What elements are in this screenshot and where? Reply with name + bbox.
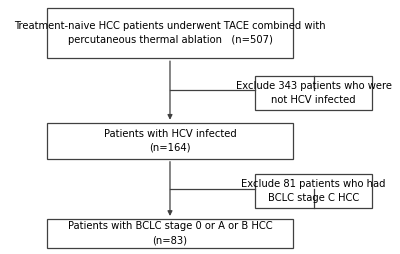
Text: Treatment-naive HCC patients underwent TACE combined with
percutaneous thermal a: Treatment-naive HCC patients underwent T… xyxy=(14,21,326,45)
Text: Exclude 343 patients who were
not HCV infected: Exclude 343 patients who were not HCV in… xyxy=(236,81,392,105)
FancyBboxPatch shape xyxy=(47,219,293,248)
Text: Patients with BCLC stage 0 or A or B HCC
(n=83): Patients with BCLC stage 0 or A or B HCC… xyxy=(68,221,272,245)
FancyBboxPatch shape xyxy=(47,123,293,159)
Text: Patients with HCV infected
(n=164): Patients with HCV infected (n=164) xyxy=(104,129,236,153)
FancyBboxPatch shape xyxy=(256,174,372,208)
Text: Exclude 81 patients who had
BCLC stage C HCC: Exclude 81 patients who had BCLC stage C… xyxy=(241,179,386,203)
FancyBboxPatch shape xyxy=(47,8,293,58)
FancyBboxPatch shape xyxy=(256,76,372,110)
